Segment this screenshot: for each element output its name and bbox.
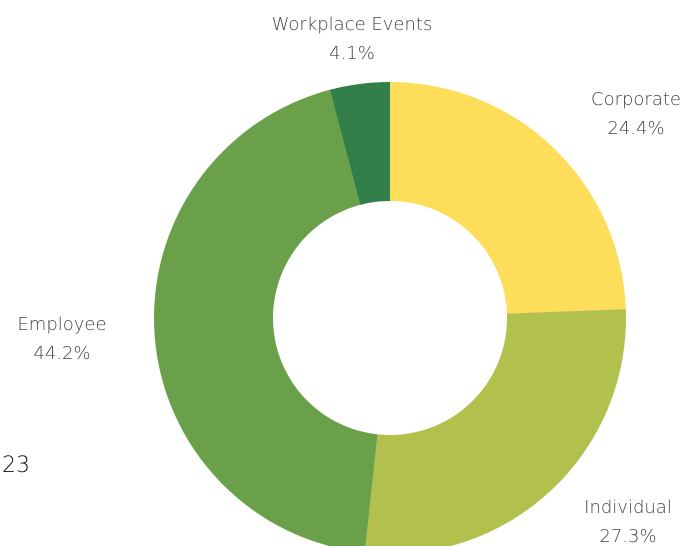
segment-value-label: 44.2% [33, 343, 90, 364]
donut-segment [329, 82, 390, 205]
segment-value-label: 4.1% [329, 43, 375, 64]
segment-label: Employee [17, 314, 106, 335]
annotation: 23 [2, 453, 30, 478]
donut-segment [365, 309, 626, 546]
donut-segment [390, 82, 626, 314]
segment-value-label: 27.3% [599, 526, 656, 546]
segment-value-label: 24.4% [607, 118, 664, 139]
segment-label: Individual [584, 497, 672, 518]
donut-segment [154, 89, 378, 546]
segment-label: Corporate [591, 89, 681, 110]
segment-label: Workplace Events [272, 14, 433, 35]
